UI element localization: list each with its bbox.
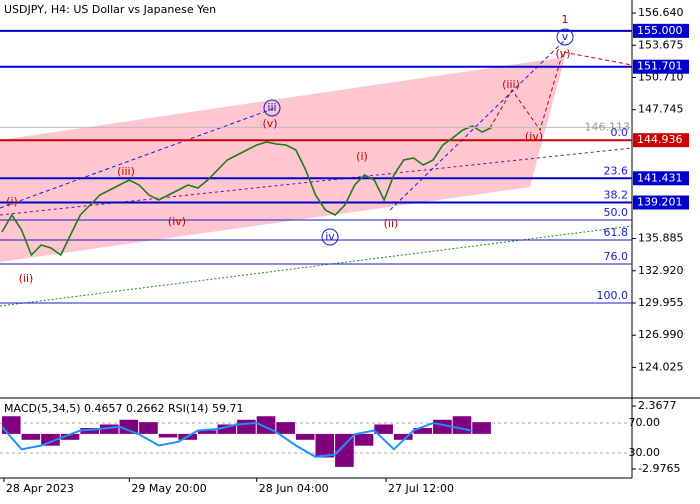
y-tick-label: -2.9765 <box>638 462 680 475</box>
wave-label: (iii) <box>117 165 135 178</box>
macd-bar <box>315 433 335 458</box>
y-tick-label: 124.025 <box>638 360 684 373</box>
macd-bar <box>80 428 99 434</box>
wave-label: 1 <box>562 13 569 26</box>
fib-label: 100.0 <box>597 289 629 302</box>
level-label: 141.431 <box>637 171 683 184</box>
macd-bar <box>41 433 60 446</box>
macd-bar <box>335 433 354 467</box>
x-tick-label: 28 Jun 04:00 <box>259 482 329 495</box>
y-tick-label: 126.990 <box>638 328 684 341</box>
macd-bar <box>393 433 413 440</box>
macd-bar <box>21 433 41 440</box>
y-tick-label: 150.710 <box>638 70 684 83</box>
wave-label: (ii) <box>19 272 34 285</box>
macd-bar <box>374 424 393 434</box>
y-tick-label: 129.955 <box>638 296 684 309</box>
wave-label: (iv) <box>168 215 186 228</box>
wave-circle <box>321 228 339 246</box>
macd-bar <box>197 430 217 434</box>
x-tick-label: 29 May 20:00 <box>131 482 206 495</box>
macd-bar <box>413 428 433 434</box>
macd-bar <box>158 433 178 438</box>
fib-label: 76.0 <box>604 250 629 263</box>
level-label: 151.701 <box>637 60 683 73</box>
level-box <box>633 171 689 186</box>
fib-label: 61.8 <box>604 226 629 239</box>
macd-bar <box>60 433 80 440</box>
wave-label: (v) <box>262 117 277 130</box>
level-label: 144.936 <box>637 133 683 146</box>
macd-bar <box>237 419 256 434</box>
macd-bar <box>276 422 295 434</box>
forecast-line <box>489 51 633 132</box>
fib-label: 50.0 <box>604 206 629 219</box>
y-tick-label: 147.745 <box>638 103 684 116</box>
macd-bar <box>354 433 374 446</box>
y-tick-label: 153.675 <box>638 38 684 51</box>
y-tick-label: 2.3677 <box>638 399 677 412</box>
price-line <box>1 125 493 257</box>
chart-title: USDJPY, H4: US Dollar vs Japanese Yen <box>4 3 216 16</box>
macd-bar <box>1 416 21 434</box>
level-box <box>633 133 689 148</box>
y-tick-label: 156.640 <box>638 6 684 19</box>
wave-label: iv <box>325 230 335 243</box>
wave-label: (i) <box>6 195 18 208</box>
trend-line <box>0 147 633 216</box>
y2-tick-label: 70.00 <box>629 416 661 429</box>
macd-bar <box>452 416 472 434</box>
macd-bar <box>139 422 158 434</box>
level-label: 139.201 <box>637 196 683 209</box>
wave-label: (iii) <box>502 78 520 91</box>
fib-label: 38.2 <box>604 189 629 202</box>
y-tick-label: 132.920 <box>638 264 684 277</box>
wave-label: iii <box>267 101 276 114</box>
indicator-title: MACD(5,34,5) 0.4657 0.2662 RSI(14) 59.71 <box>4 402 243 415</box>
level-box <box>633 195 689 210</box>
fib-label: 0.0 <box>611 126 629 139</box>
macd-bar <box>119 419 139 434</box>
level-box <box>633 23 689 38</box>
macd-bar <box>295 433 315 440</box>
macd-bar <box>472 422 491 434</box>
level-label: 155.000 <box>637 24 683 37</box>
wave-circle <box>556 28 574 46</box>
current-price-label: 146.113 <box>585 120 631 133</box>
wave-label: (iv) <box>525 130 543 143</box>
level-box <box>633 59 689 74</box>
fib-label: 23.6 <box>604 164 629 177</box>
x-tick-label: 27 Jul 12:00 <box>388 482 454 495</box>
y2-tick-label: 30.00 <box>629 446 661 459</box>
x-tick-label: 28 Apr 2023 <box>6 482 74 495</box>
wave-label: (i) <box>356 150 368 163</box>
wave-label: (ii) <box>384 217 399 230</box>
trend-line <box>389 39 566 211</box>
macd-bar <box>99 424 119 434</box>
wave-label: v <box>562 30 569 43</box>
macd-bar <box>217 424 237 434</box>
y-tick-label: 135.885 <box>638 232 684 245</box>
wave-channel <box>0 57 565 262</box>
rsi-line <box>1 421 473 458</box>
wave-label: (v) <box>555 47 570 60</box>
wave-circle <box>263 99 281 117</box>
